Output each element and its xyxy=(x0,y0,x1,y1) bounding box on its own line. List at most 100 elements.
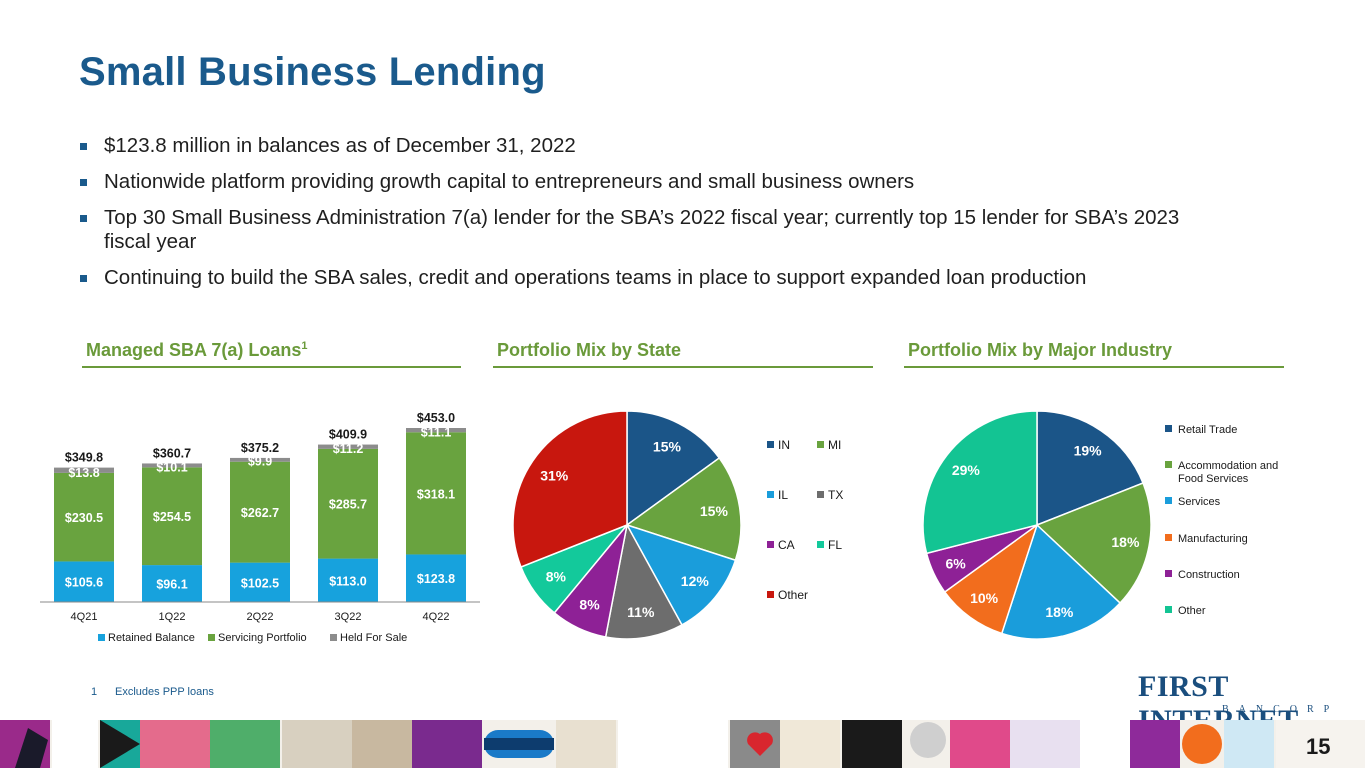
company-logo: FIRST INTERNET BANCORP xyxy=(1138,670,1350,737)
bullet-item: Top 30 Small Business Administration 7(a… xyxy=(80,206,1204,254)
bar-segment xyxy=(230,457,290,462)
pie-value-label: 19% xyxy=(1074,443,1103,459)
bar-value-label: $254.5 xyxy=(153,510,191,524)
legend-label: MI xyxy=(828,438,841,452)
sba-section-title-text: Managed SBA 7(a) Loans xyxy=(86,340,302,360)
bar-total-label: $409.9 xyxy=(329,428,367,442)
legend-swatch xyxy=(767,441,774,448)
legend-label: IL xyxy=(778,488,788,502)
legend-swatch xyxy=(98,634,105,641)
bar-value-label: $262.7 xyxy=(241,506,279,520)
bar-value-label: $9.9 xyxy=(248,455,272,469)
x-tick-label: 4Q21 xyxy=(71,611,98,623)
page-number: 15 xyxy=(1306,734,1331,759)
state-section-title: Portfolio Mix by State xyxy=(497,340,682,360)
legend-label: Retained Balance xyxy=(108,632,195,644)
pie-slice xyxy=(1035,482,1152,605)
bullet-item: Continuing to build the SBA sales, credi… xyxy=(80,266,1280,290)
bar-value-label: $11.2 xyxy=(333,442,364,456)
pie-slice xyxy=(625,456,742,562)
legend-swatch xyxy=(1165,606,1172,613)
bar-total-label: $453.0 xyxy=(417,411,455,425)
bar-segment xyxy=(142,467,202,566)
sba-section-title: Managed SBA 7(a) Loans1 xyxy=(86,340,308,361)
legend-swatch xyxy=(1165,497,1172,504)
bar-segment xyxy=(142,463,202,468)
pie-slice xyxy=(626,410,721,527)
bar-total-label: $375.2 xyxy=(241,441,279,455)
legend-label: Services xyxy=(1178,496,1221,508)
legend-label: FL xyxy=(828,538,842,552)
pie-value-label: 12% xyxy=(681,573,710,589)
bar-segment xyxy=(318,558,378,602)
bullet-square-icon xyxy=(80,179,87,186)
pie-slice xyxy=(512,410,628,568)
bar-segment xyxy=(406,432,466,555)
bar-segment xyxy=(54,561,114,602)
bar-value-label: $123.8 xyxy=(417,572,455,586)
x-tick-label: 2Q22 xyxy=(247,611,274,623)
pie-value-label: 29% xyxy=(952,462,981,478)
legend-label: Other xyxy=(1178,605,1206,617)
legend-label: Retail Trade xyxy=(1178,424,1237,436)
sba-loans-bar-chart: $105.6 $230.5 $13.8$349.8 4Q21 $96.1 $254.5 $1… xyxy=(40,411,480,644)
bar-segment xyxy=(54,467,114,473)
bar-total-label: $360.7 xyxy=(153,446,191,460)
bullet-text: Continuing to build the SBA sales, credi… xyxy=(104,266,1087,289)
footnote: 1 Excludes PPP loans xyxy=(91,686,214,698)
legend-swatch xyxy=(1165,570,1172,577)
industry-pie-chart: 19% 18% 18% 10% 6% 29% Retail Trade Accommodati… xyxy=(922,410,1278,640)
legend-swatch xyxy=(1165,461,1172,468)
legend-label: Servicing Portfolio xyxy=(218,632,307,644)
x-tick-label: 4Q22 xyxy=(423,611,450,623)
legend-swatch xyxy=(817,441,824,448)
section-divider xyxy=(904,366,1284,368)
bullet-text: Top 30 Small Business Administration 7(a… xyxy=(104,206,1180,253)
pie-value-label: 8% xyxy=(546,569,567,585)
bar-segment xyxy=(142,565,202,602)
bullet-square-icon xyxy=(80,215,87,222)
legend-swatch xyxy=(767,541,774,548)
legend-label: Other xyxy=(778,588,808,602)
section-divider xyxy=(493,366,873,368)
page-title: Small Business Lending xyxy=(79,50,546,94)
x-tick-label: 1Q22 xyxy=(159,611,186,623)
pie-slice xyxy=(922,410,1038,555)
footnote-number: 1 xyxy=(91,686,98,698)
state-pie-chart: 15% 15% 12% 11% 8% 8% 31% IN MI IL TX CA FL Other xyxy=(512,410,843,640)
legend-label: Manufacturing xyxy=(1178,533,1248,545)
legend-label: Accommodation and Food Services xyxy=(1178,460,1278,485)
bar-value-label: $102.5 xyxy=(241,576,279,590)
bar-value-label: $230.5 xyxy=(65,511,103,525)
legend-swatch xyxy=(1165,534,1172,541)
logo-subtitle: BANCORP xyxy=(1222,704,1340,715)
legend-label: IN xyxy=(778,438,790,452)
pie-value-label: 11% xyxy=(627,604,655,620)
bar-value-label: $96.1 xyxy=(156,578,187,592)
bar-value-label: $285.7 xyxy=(329,498,367,512)
bar-segment xyxy=(230,461,290,563)
footnote-text: Excludes PPP loans xyxy=(115,686,214,698)
legend-swatch xyxy=(208,634,215,641)
bar-value-label: $10.1 xyxy=(156,460,187,474)
pie-value-label: 18% xyxy=(1111,534,1140,550)
bullet-item: $123.8 million in balances as of Decembe… xyxy=(80,134,1280,158)
bar-value-label: $113.0 xyxy=(329,574,367,588)
legend-swatch xyxy=(767,591,774,598)
pie-slice xyxy=(604,522,683,640)
legend-swatch xyxy=(817,541,824,548)
bullet-list: $123.8 million in balances as of Decembe… xyxy=(80,134,1280,302)
bullet-square-icon xyxy=(80,143,87,150)
pie-slice xyxy=(943,523,1039,635)
legend-label: Held For Sale xyxy=(340,632,407,644)
legend-swatch xyxy=(817,491,824,498)
legend-label: CA xyxy=(778,538,795,552)
bullet-square-icon xyxy=(80,275,87,282)
footnote-marker: 1 xyxy=(301,340,308,352)
decorative-banner xyxy=(0,720,1365,768)
pie-value-label: 18% xyxy=(1045,604,1074,620)
pie-value-label: 15% xyxy=(653,439,682,455)
legend-label: Construction xyxy=(1178,569,1240,581)
legend-label: TX xyxy=(828,488,843,502)
bullet-item: Nationwide platform providing growth cap… xyxy=(80,170,1280,194)
